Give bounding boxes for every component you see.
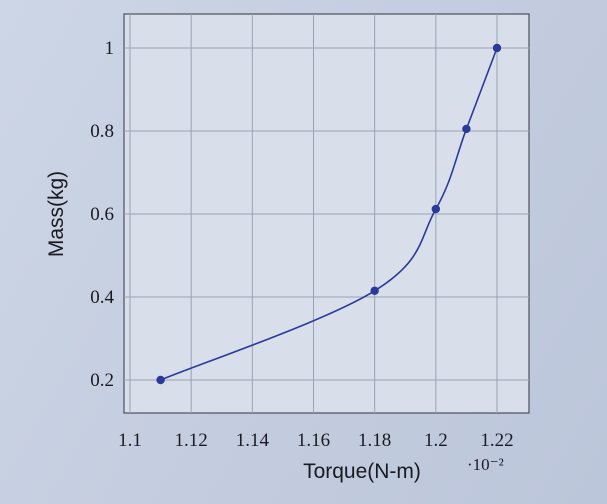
x-tick-label: 1.1 [118,430,142,451]
y-tick-label: 0.4 [90,287,114,308]
x-tick-label: 1.22 [480,430,513,451]
data-points [156,43,502,385]
data-point [156,375,165,385]
series-line [160,47,498,381]
x-axis-multiplier: ·10⁻² [467,455,504,474]
y-axis-title: Mass(kg) [45,171,68,257]
data-point [370,286,379,295]
data-point [462,124,471,134]
x-axis-ticks: 1.1 1.12 1.14 1.16 1.18 1.2 1.22 [118,430,514,451]
x-tick-label: 1.16 [297,430,330,451]
y-tick-label: 1 [105,38,115,59]
x-tick-label: 1.2 [424,430,448,451]
x-axis-title: Torque(N-m) [303,460,421,483]
data-point [492,43,502,53]
y-axis-ticks: 0.2 0.4 0.6 0.8 1 [90,38,114,391]
x-tick-label: 1.14 [236,430,270,451]
x-tick-label: 1.18 [358,430,391,451]
y-tick-label: 0.2 [90,370,114,391]
y-tick-label: 0.8 [90,121,114,142]
data-point [431,204,441,214]
y-tick-label: 0.6 [90,204,114,225]
x-tick-label: 1.12 [175,430,208,451]
grid-lines [124,14,529,413]
